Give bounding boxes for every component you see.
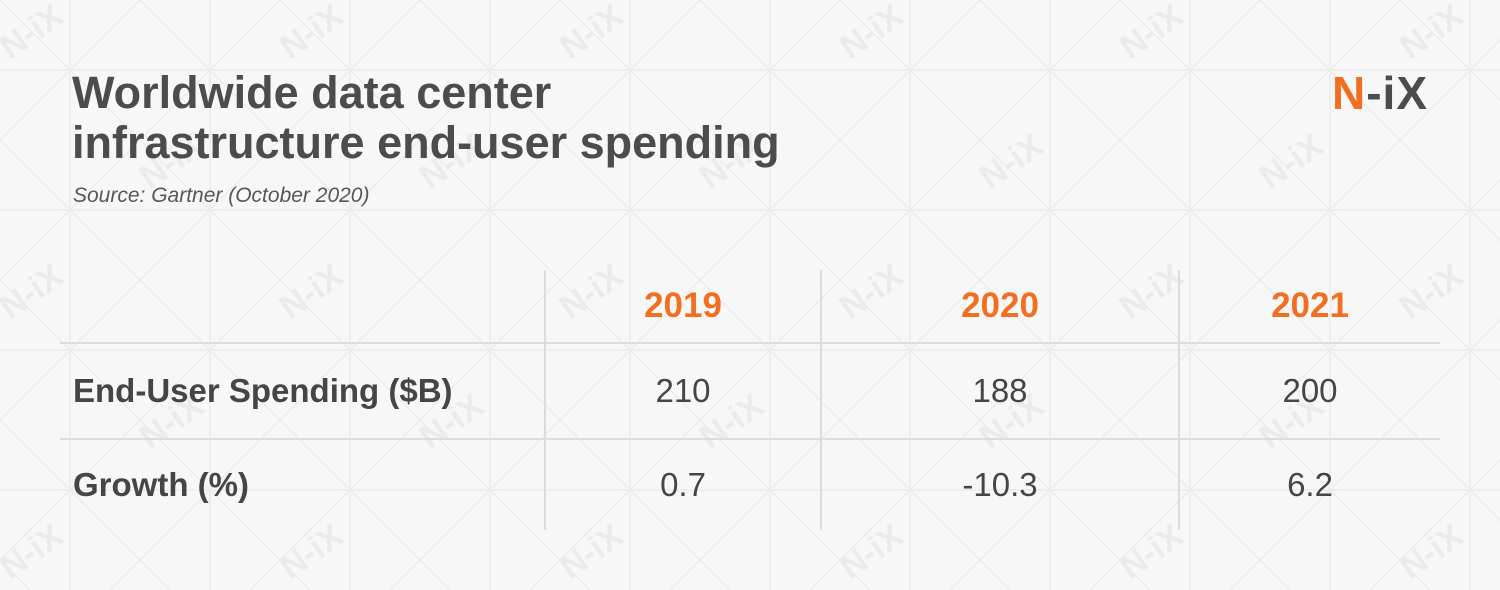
source-note: Source: Gartner (October 2020)	[73, 184, 370, 207]
column-divider	[1178, 270, 1180, 530]
row-divider	[60, 342, 1440, 344]
chart-title: Worldwide data center infrastructure end…	[72, 68, 972, 168]
column-header-2020: 2020	[961, 286, 1039, 325]
column-header-2021: 2021	[1271, 286, 1349, 325]
data-table: 2019 2020 2021 End-User Spending ($B) 21…	[60, 270, 1440, 530]
column-header-2019: 2019	[644, 286, 722, 325]
table-cell: 188	[972, 372, 1028, 409]
title-line-2: infrastructure end-user spending	[72, 117, 780, 168]
table-cell: 210	[655, 372, 711, 409]
row-divider	[60, 438, 1440, 440]
table-cell: 6.2	[1287, 466, 1333, 503]
title-line-1: Worldwide data center	[72, 67, 552, 118]
table-cell: 200	[1282, 372, 1338, 409]
logo-accent: N	[1331, 67, 1367, 119]
row-label-spending: End-User Spending ($B)	[73, 372, 453, 409]
column-divider	[544, 270, 546, 530]
table-cell: -10.3	[962, 466, 1038, 503]
brand-logo: N-iX	[1332, 66, 1428, 120]
logo-text: -iX	[1366, 67, 1428, 119]
table-cell: 0.7	[660, 466, 706, 503]
column-divider	[820, 270, 822, 530]
row-label-growth: Growth (%)	[73, 466, 249, 503]
